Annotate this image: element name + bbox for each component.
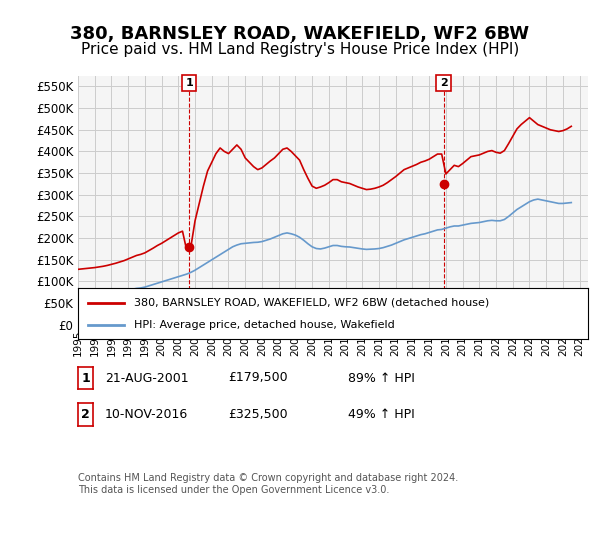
Text: £325,500: £325,500 [228, 408, 287, 421]
Text: 21-AUG-2001: 21-AUG-2001 [105, 371, 188, 385]
Text: 10-NOV-2016: 10-NOV-2016 [105, 408, 188, 421]
Text: 1: 1 [81, 371, 90, 385]
Text: HPI: Average price, detached house, Wakefield: HPI: Average price, detached house, Wake… [134, 320, 395, 330]
Text: 89% ↑ HPI: 89% ↑ HPI [348, 371, 415, 385]
Text: 49% ↑ HPI: 49% ↑ HPI [348, 408, 415, 421]
Text: Contains HM Land Registry data © Crown copyright and database right 2024.
This d: Contains HM Land Registry data © Crown c… [78, 473, 458, 495]
Text: 380, BARNSLEY ROAD, WAKEFIELD, WF2 6BW (detached house): 380, BARNSLEY ROAD, WAKEFIELD, WF2 6BW (… [134, 297, 490, 307]
Text: 1: 1 [185, 78, 193, 88]
Text: £179,500: £179,500 [228, 371, 287, 385]
Text: 2: 2 [81, 408, 90, 421]
Text: 380, BARNSLEY ROAD, WAKEFIELD, WF2 6BW: 380, BARNSLEY ROAD, WAKEFIELD, WF2 6BW [70, 25, 530, 43]
Text: 2: 2 [440, 78, 448, 88]
Text: Price paid vs. HM Land Registry's House Price Index (HPI): Price paid vs. HM Land Registry's House … [81, 42, 519, 57]
